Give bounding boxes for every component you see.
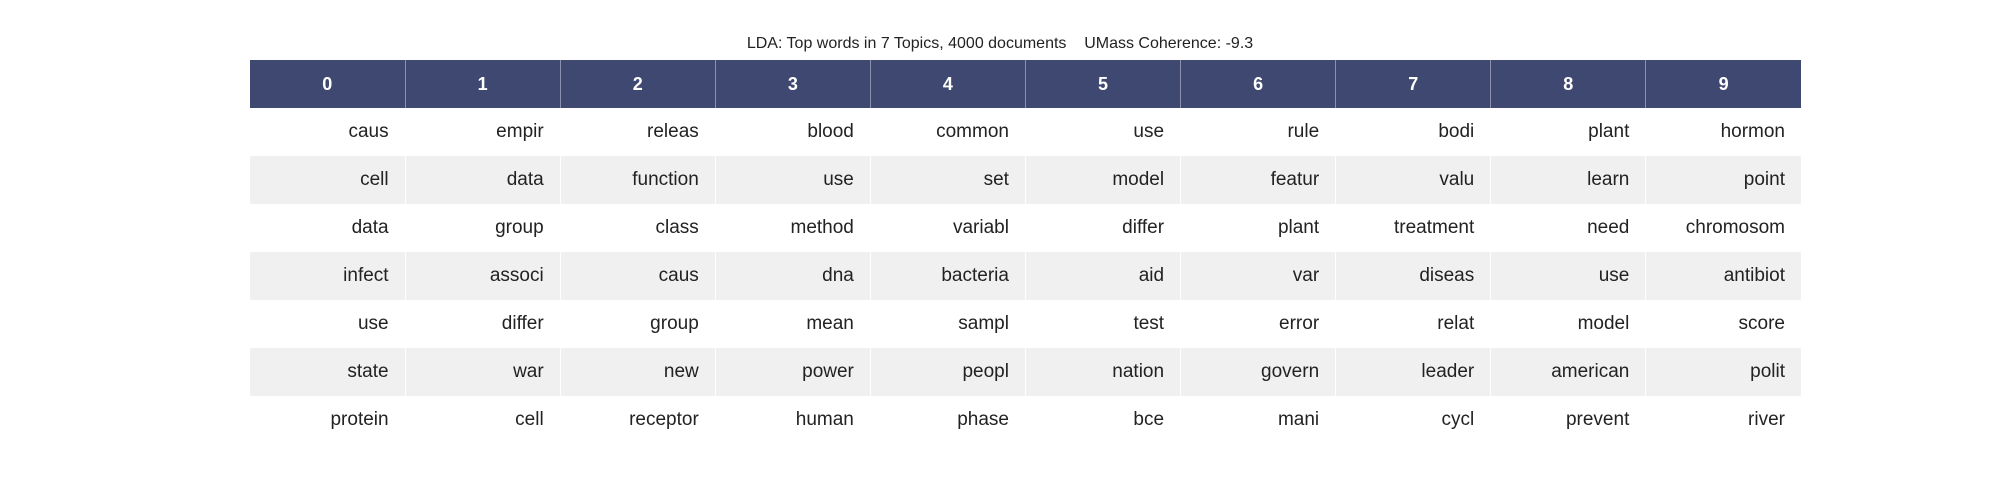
table-cell: receptor [560,396,716,444]
table-cell: bodi [1335,108,1492,156]
table-cell: state [250,348,406,396]
table-cell: bce [1025,396,1182,444]
column-header: 1 [405,60,561,108]
table-cell: protein [250,396,406,444]
column-header: 8 [1490,60,1647,108]
table-cell: mani [1180,396,1337,444]
table-row: caus empir releas blood common use rule … [250,108,1801,156]
table-cell: polit [1645,348,1801,396]
table-cell: error [1180,300,1337,348]
table-cell: relat [1335,300,1492,348]
table-cell: river [1645,396,1801,444]
column-header: 4 [870,60,1026,108]
table-cell: score [1645,300,1801,348]
table-cell: common [870,108,1026,156]
table-cell: data [250,204,406,252]
table-cell: model [1490,300,1647,348]
table-cell: govern [1180,348,1337,396]
column-header: 3 [715,60,871,108]
table-cell: test [1025,300,1182,348]
table-cell: bacteria [870,252,1026,300]
column-header: 9 [1645,60,1801,108]
table-cell: use [250,300,406,348]
table-cell: method [715,204,871,252]
table-cell: nation [1025,348,1182,396]
table-cell: need [1490,204,1647,252]
table-row: state war new power peopl nation govern … [250,348,1801,396]
table-cell: associ [405,252,561,300]
table-cell: sampl [870,300,1026,348]
table-cell: use [1490,252,1647,300]
table-cell: hormon [1645,108,1801,156]
table-cell: valu [1335,156,1492,204]
table-cell: releas [560,108,716,156]
table-cell: antibiot [1645,252,1801,300]
table-cell: treatment [1335,204,1492,252]
table-row: data group class method variabl differ p… [250,204,1801,252]
table-cell: cell [405,396,561,444]
table-cell: american [1490,348,1647,396]
table-cell: cycl [1335,396,1492,444]
table-cell: differ [1025,204,1182,252]
table-cell: differ [405,300,561,348]
table-cell: prevent [1490,396,1647,444]
table-cell: learn [1490,156,1647,204]
table-cell: var [1180,252,1337,300]
table-cell: rule [1180,108,1337,156]
table-cell: war [405,348,561,396]
table-cell: use [715,156,871,204]
table-row: cell data function use set model featur … [250,156,1801,204]
column-header: 0 [250,60,406,108]
table-cell: leader [1335,348,1492,396]
table-cell: variabl [870,204,1026,252]
table-cell: function [560,156,716,204]
table-cell: phase [870,396,1026,444]
table-cell: point [1645,156,1801,204]
table-cell: human [715,396,871,444]
column-header: 5 [1025,60,1182,108]
chart-title: LDA: Top words in 7 Topics, 4000 documen… [746,35,1254,52]
table-cell: caus [560,252,716,300]
table-cell: class [560,204,716,252]
table-cell: mean [715,300,871,348]
table-cell: set [870,156,1026,204]
table-cell: plant [1180,204,1337,252]
table-cell: new [560,348,716,396]
column-header: 7 [1335,60,1492,108]
topic-words-table: 0 1 2 3 4 5 6 7 8 9 caus empir releas bl… [250,60,1801,444]
table-cell: power [715,348,871,396]
table-cell: group [560,300,716,348]
table-row: infect associ caus dna bacteria aid var … [250,252,1801,300]
table-cell: infect [250,252,406,300]
column-header: 6 [1180,60,1337,108]
table-cell: use [1025,108,1182,156]
table-cell: group [405,204,561,252]
table-cell: empir [405,108,561,156]
column-header: 2 [560,60,716,108]
table-cell: plant [1490,108,1647,156]
table-row: protein cell receptor human phase bce ma… [250,396,1801,444]
table-cell: cell [250,156,406,204]
table-cell: caus [250,108,406,156]
table-cell: data [405,156,561,204]
header-row: 0 1 2 3 4 5 6 7 8 9 [250,60,1801,108]
table-cell: dna [715,252,871,300]
table-cell: diseas [1335,252,1492,300]
table-cell: blood [715,108,871,156]
table-cell: featur [1180,156,1337,204]
table-row: use differ group mean sampl test error r… [250,300,1801,348]
table-cell: aid [1025,252,1182,300]
table-cell: peopl [870,348,1026,396]
table-cell: model [1025,156,1182,204]
table-cell: chromosom [1645,204,1801,252]
